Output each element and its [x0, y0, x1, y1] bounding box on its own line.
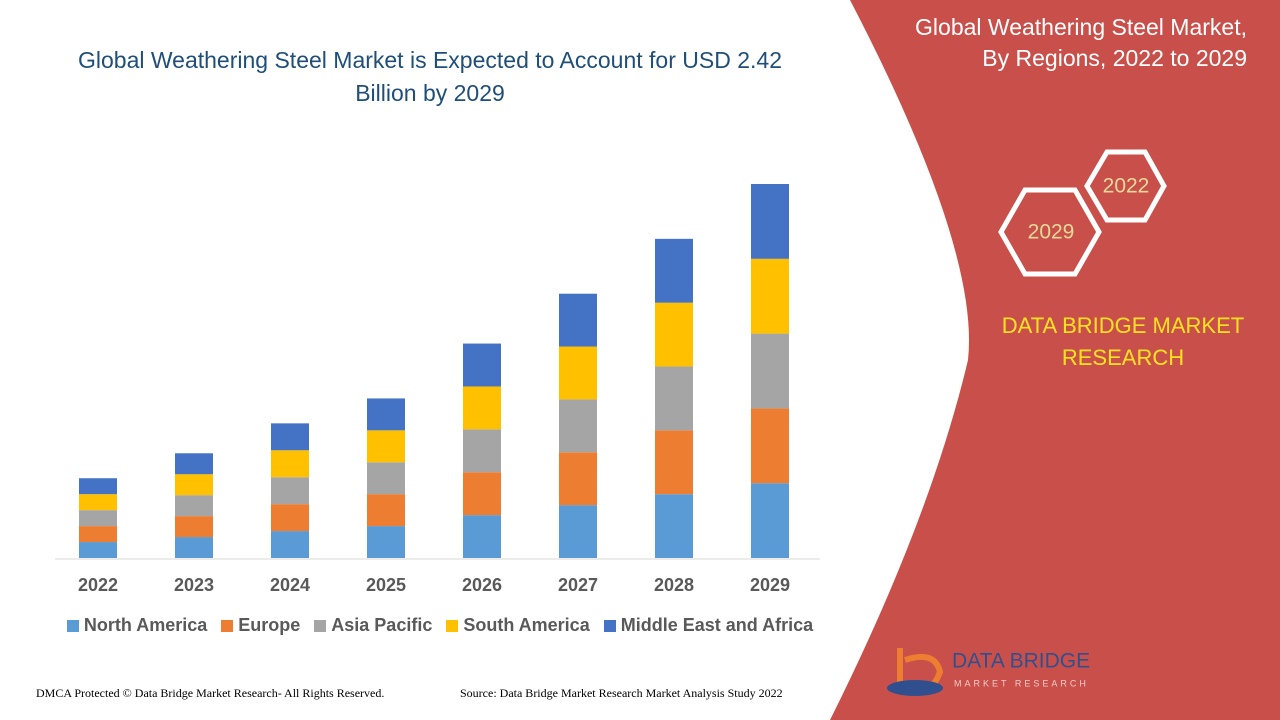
bar-segment [175, 537, 213, 558]
x-tick-label: 2027 [558, 575, 598, 595]
legend-item: Asia Pacific [314, 615, 432, 636]
bar-segment [271, 477, 309, 505]
bar-segment [271, 531, 309, 558]
bar-segment [463, 429, 501, 473]
legend-swatch [66, 619, 79, 632]
bar-segment [367, 462, 405, 495]
bar-segment [175, 453, 213, 475]
bar-segment [463, 515, 501, 558]
source: Source: Data Bridge Market Research Mark… [460, 686, 783, 700]
brand: DATA BRIDGE MARKET RESEARCH [1001, 313, 1245, 370]
legend-swatch [446, 619, 459, 632]
legend-label: North America [83, 615, 208, 635]
bar-segment [751, 408, 789, 484]
bar-segment [655, 238, 693, 303]
legend: North America Europe Asia Pacific South Ame… [40, 615, 840, 636]
side-title: Global Weathering Steel Market, By Regio… [915, 14, 1247, 71]
x-tick-label: 2026 [462, 575, 502, 595]
bar-segment [175, 474, 213, 496]
bar-segment [559, 505, 597, 558]
x-tick-label: 2023 [174, 575, 214, 595]
bar-segment [655, 302, 693, 367]
bar-segment [175, 495, 213, 517]
bar-segment [271, 450, 309, 478]
bar-segment [655, 494, 693, 558]
legend-swatch [221, 619, 234, 632]
legend-item: Middle East and Africa [603, 615, 814, 636]
bar-segment [79, 510, 117, 527]
bar-segment [271, 504, 309, 532]
legend-item: South America [446, 615, 590, 636]
bar-segment [559, 399, 597, 453]
logo-name: DATA BRIDGE [952, 650, 1090, 673]
bar-segment [367, 526, 405, 558]
bar-segment [367, 494, 405, 527]
legend-label: South America [463, 615, 590, 635]
legend-swatch [603, 619, 616, 632]
bar-segment [463, 343, 501, 387]
bar-segment [559, 346, 597, 400]
chart-title: Global Weathering Steel Market is Expect… [78, 47, 782, 106]
legend-label: Middle East and Africa [620, 615, 814, 635]
legend-label: Europe [238, 615, 301, 635]
bar-segment [655, 366, 693, 431]
bar-segment [751, 184, 789, 259]
bar-segment [559, 452, 597, 506]
legend-item: Europe [221, 615, 300, 636]
hexagon [1084, 149, 1167, 223]
hex-label: 2022 [1103, 175, 1150, 198]
bar-segment [79, 478, 117, 495]
legend-item: North America [66, 615, 208, 636]
x-tick-label: 2029 [750, 575, 790, 595]
logo-icon [887, 680, 943, 696]
side-panel-bg [830, 0, 1280, 720]
x-tick-label: 2022 [78, 575, 118, 595]
x-tick-label: 2028 [654, 575, 694, 595]
legend-swatch [314, 619, 327, 632]
bar-segment [751, 483, 789, 558]
bar-segment [271, 423, 309, 451]
bar-segment [367, 398, 405, 431]
x-tick-label: 2025 [366, 575, 406, 595]
bar-segment [367, 430, 405, 463]
bar-segment [463, 386, 501, 430]
bar-segment [751, 333, 789, 409]
bar-segment [79, 526, 117, 543]
bar-segment [463, 472, 501, 516]
x-tick-label: 2024 [270, 575, 310, 595]
bar-segment [79, 542, 117, 558]
logo-tagline: MARKET RESEARCH [954, 678, 1089, 688]
bar-segment [175, 516, 213, 538]
bar-segment [79, 494, 117, 511]
bar-segment [559, 293, 597, 347]
hex-label: 2029 [1028, 221, 1075, 244]
bar-segment [655, 430, 693, 495]
bar-segment [751, 258, 789, 334]
hexagon [998, 187, 1102, 277]
copyright: DMCA Protected © Data Bridge Market Rese… [36, 686, 385, 700]
legend-label: Asia Pacific [331, 615, 433, 635]
